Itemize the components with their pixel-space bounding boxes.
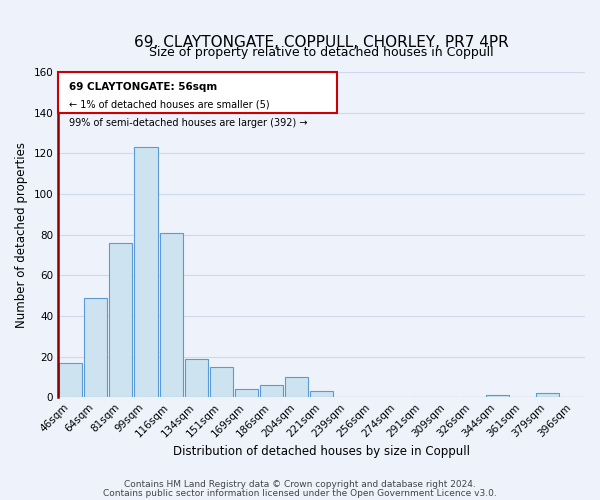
Bar — [160, 232, 182, 397]
Text: 99% of semi-detached houses are larger (392) →: 99% of semi-detached houses are larger (… — [69, 118, 307, 128]
Bar — [260, 385, 283, 397]
Bar — [285, 377, 308, 397]
Bar — [84, 298, 107, 397]
Bar — [59, 362, 82, 397]
Text: 69 CLAYTONGATE: 56sqm: 69 CLAYTONGATE: 56sqm — [69, 82, 217, 92]
Text: Size of property relative to detached houses in Coppull: Size of property relative to detached ho… — [149, 46, 494, 59]
Bar — [235, 389, 258, 397]
Y-axis label: Number of detached properties: Number of detached properties — [15, 142, 28, 328]
Text: ← 1% of detached houses are smaller (5): ← 1% of detached houses are smaller (5) — [69, 100, 269, 110]
Bar — [109, 242, 133, 397]
Text: Contains public sector information licensed under the Open Government Licence v3: Contains public sector information licen… — [103, 488, 497, 498]
Bar — [485, 395, 509, 397]
Title: 69, CLAYTONGATE, COPPULL, CHORLEY, PR7 4PR: 69, CLAYTONGATE, COPPULL, CHORLEY, PR7 4… — [134, 35, 509, 50]
Bar — [310, 391, 333, 397]
Bar — [134, 147, 158, 397]
Bar — [209, 366, 233, 397]
Bar — [185, 358, 208, 397]
X-axis label: Distribution of detached houses by size in Coppull: Distribution of detached houses by size … — [173, 444, 470, 458]
Bar — [536, 393, 559, 397]
FancyBboxPatch shape — [58, 72, 337, 112]
Text: Contains HM Land Registry data © Crown copyright and database right 2024.: Contains HM Land Registry data © Crown c… — [124, 480, 476, 489]
